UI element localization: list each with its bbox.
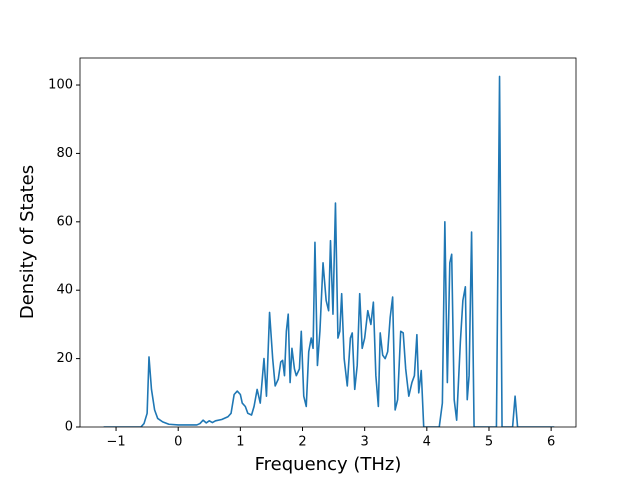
x-tick-label: 0 xyxy=(174,435,182,450)
x-tick-label: 6 xyxy=(547,435,555,450)
y-tick-label: 20 xyxy=(56,351,73,366)
y-tick-label: 40 xyxy=(56,283,73,298)
x-tick-label: −1 xyxy=(106,435,125,450)
plot-frame xyxy=(79,57,577,428)
y-axis-label: Density of States xyxy=(17,165,38,319)
data-line xyxy=(103,75,555,427)
y-tick-label: 80 xyxy=(56,146,73,161)
x-tick-label: 1 xyxy=(236,435,244,450)
y-tick-label: 0 xyxy=(65,420,73,435)
y-tick-label: 60 xyxy=(56,214,73,229)
x-tick-label: 2 xyxy=(298,435,306,450)
y-tick-label: 100 xyxy=(48,78,73,93)
x-tick-label: 4 xyxy=(423,435,431,450)
x-tick-label: 3 xyxy=(361,435,369,450)
x-axis-label: Frequency (THz) xyxy=(255,454,402,475)
x-tick-label: 5 xyxy=(485,435,493,450)
